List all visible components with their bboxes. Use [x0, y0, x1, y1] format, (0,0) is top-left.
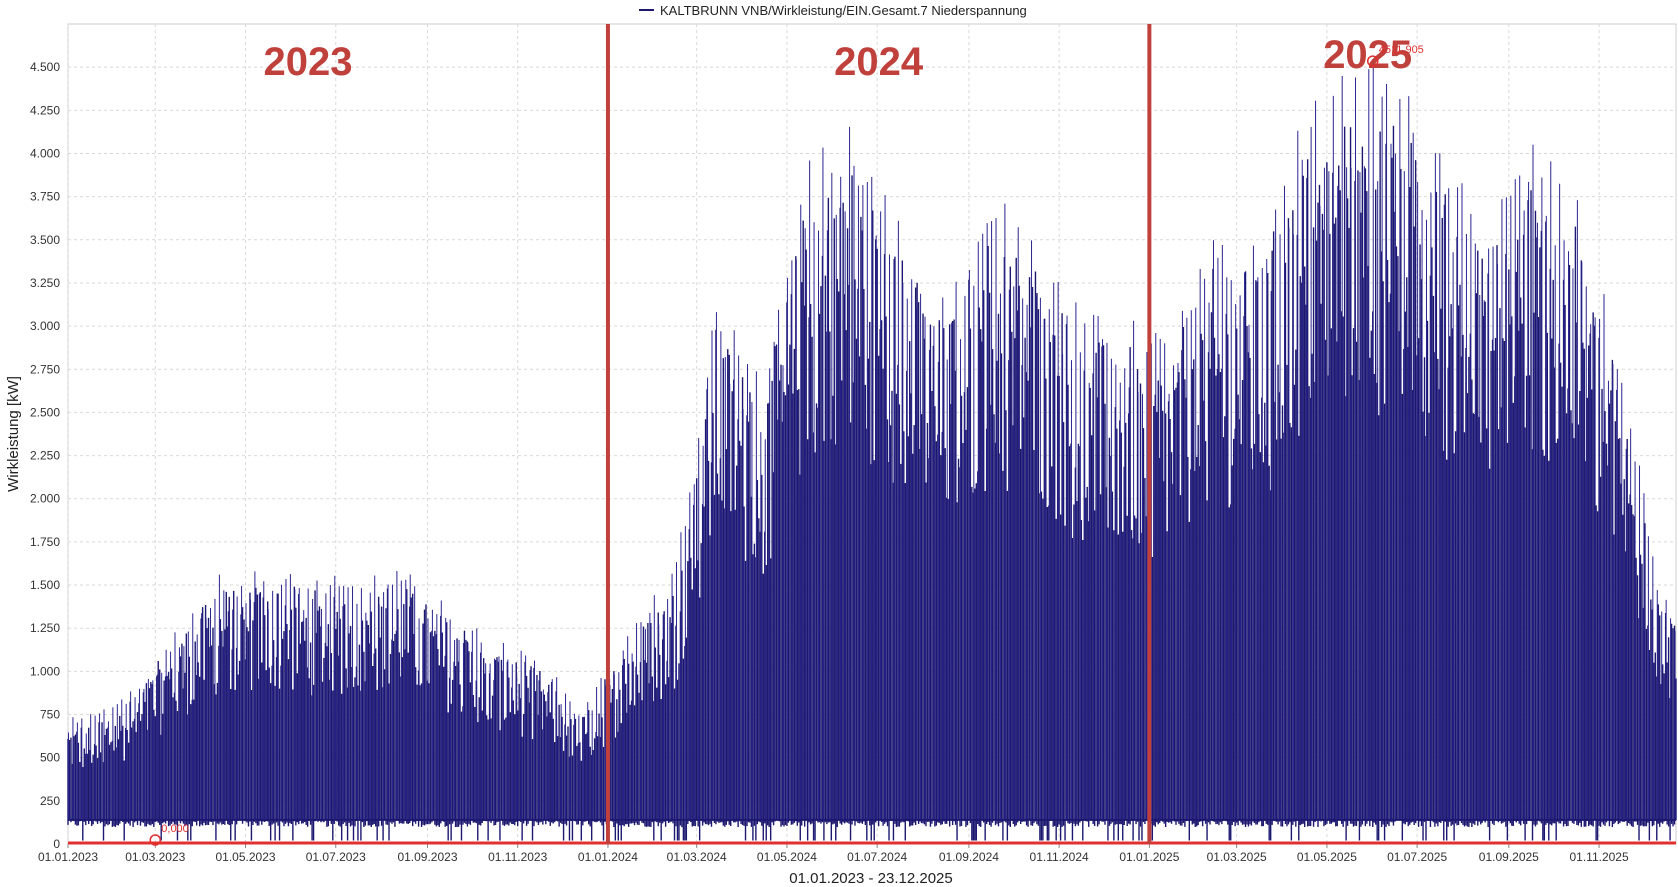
- y-tick-label: 3.750: [30, 190, 60, 204]
- x-tick-label: 01.03.2025: [1207, 850, 1267, 864]
- y-tick-label: 750: [40, 708, 60, 722]
- annotation-marker: [1366, 55, 1379, 67]
- y-tick-label: 500: [40, 751, 60, 765]
- annotation-label: 0,000: [161, 823, 189, 835]
- y-tick-label: 2.500: [30, 405, 60, 419]
- y-tick-label: 1.500: [30, 578, 60, 592]
- y-tick-label: 250: [40, 794, 60, 808]
- x-tick-label: 01.11.2024: [1030, 850, 1089, 864]
- y-tick-label: 1.750: [30, 535, 60, 549]
- x-axis-title: 01.01.2023 - 23.12.2025: [789, 870, 952, 887]
- x-tick-label: 01.05.2025: [1297, 850, 1357, 864]
- y-tick-label: 3.500: [30, 233, 60, 247]
- year-labels: 2023 2024 2025: [263, 33, 1412, 84]
- y-tick-label: 1.000: [30, 664, 60, 678]
- y-tick-label: 0: [53, 837, 60, 851]
- annotation-label: 4511,905: [1379, 44, 1424, 56]
- legend-entry: KALTBRUNN VNB/Wirkleistung/EIN.Gesamt.7 …: [660, 3, 1027, 18]
- y-tick-label: 2.000: [30, 492, 60, 506]
- legend: KALTBRUNN VNB/Wirkleistung/EIN.Gesamt.7 …: [639, 3, 1027, 18]
- x-tick-label: 01.03.2023: [125, 850, 185, 864]
- y-tick-label: 4.250: [30, 103, 60, 117]
- y-axis-title: Wirkleistung [kW]: [5, 376, 22, 492]
- series-spikes: [67, 66, 1677, 841]
- x-axis-ticks: 01.01.2023 01.03.2023 01.05.2023 01.07.2023…: [38, 844, 1629, 864]
- x-tick-label: 01.07.2024: [847, 850, 907, 864]
- x-tick-label: 01.09.2024: [939, 850, 999, 864]
- y-tick-label: 3.250: [30, 276, 60, 290]
- annotations: 0,000 4511,905: [149, 44, 1424, 846]
- y-axis-ticks: 0 250 500 750 1.000 1.250 1.500 1.750 2.000 2.250…: [30, 60, 60, 851]
- x-tick-label: 01.01.2025: [1119, 850, 1179, 864]
- x-tick-label: 01.09.2023: [397, 850, 457, 864]
- x-tick-label: 01.05.2023: [215, 850, 275, 864]
- y-tick-label: 2.750: [30, 362, 60, 376]
- y-tick-label: 4.500: [30, 60, 60, 74]
- year-label: 2023: [263, 40, 352, 84]
- x-tick-label: 01.05.2024: [757, 850, 817, 864]
- x-tick-label: 01.09.2025: [1479, 850, 1539, 864]
- y-tick-label: 2.250: [30, 449, 60, 463]
- y-tick-label: 3.000: [30, 319, 60, 333]
- x-tick-label: 01.11.2023: [488, 850, 547, 864]
- y-tick-label: 4.000: [30, 146, 60, 160]
- x-tick-label: 01.11.2025: [1569, 850, 1628, 864]
- y-tick-label: 1.250: [30, 621, 60, 635]
- annotation-marker: [149, 834, 162, 846]
- year-label: 2025: [1323, 33, 1412, 77]
- year-label: 2024: [834, 40, 924, 84]
- x-tick-label: 01.01.2023: [38, 850, 98, 864]
- x-tick-label: 01.07.2025: [1387, 850, 1447, 864]
- x-tick-label: 01.07.2023: [306, 850, 366, 864]
- year-separators: [605, 24, 1152, 844]
- x-tick-label: 01.03.2024: [667, 850, 727, 864]
- x-tick-label: 01.01.2024: [578, 850, 638, 864]
